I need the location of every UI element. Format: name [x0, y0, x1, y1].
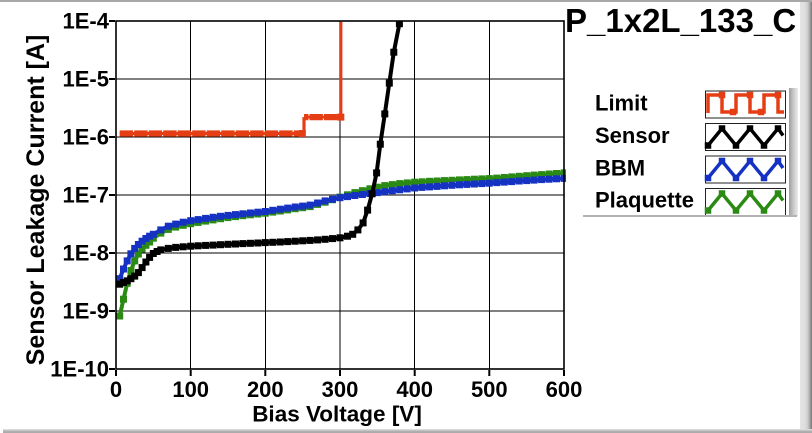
svg-text:1E-7: 1E-7	[63, 183, 109, 208]
svg-text:1E-9: 1E-9	[63, 299, 109, 324]
svg-text:Plaquette: Plaquette	[595, 188, 694, 213]
svg-text:BBM: BBM	[595, 156, 645, 181]
svg-text:Limit: Limit	[595, 91, 648, 116]
svg-text:100: 100	[172, 377, 209, 402]
svg-text:Bias Voltage [V]: Bias Voltage [V]	[252, 402, 422, 427]
svg-text:200: 200	[247, 377, 284, 402]
svg-text:300: 300	[322, 377, 359, 402]
svg-text:1E-4: 1E-4	[63, 9, 110, 34]
svg-text:Sensor: Sensor	[595, 123, 670, 148]
svg-text:P_1x2L_133_C: P_1x2L_133_C	[565, 2, 796, 39]
svg-text:Sensor Leakage Current [A]: Sensor Leakage Current [A]	[22, 35, 50, 366]
svg-text:600: 600	[546, 377, 583, 402]
svg-text:1E-6: 1E-6	[63, 125, 109, 150]
svg-text:1E-10: 1E-10	[50, 357, 109, 382]
svg-text:0: 0	[110, 377, 122, 402]
svg-text:400: 400	[396, 377, 433, 402]
svg-text:500: 500	[471, 377, 508, 402]
svg-text:1E-8: 1E-8	[63, 241, 109, 266]
svg-text:1E-5: 1E-5	[63, 67, 109, 92]
